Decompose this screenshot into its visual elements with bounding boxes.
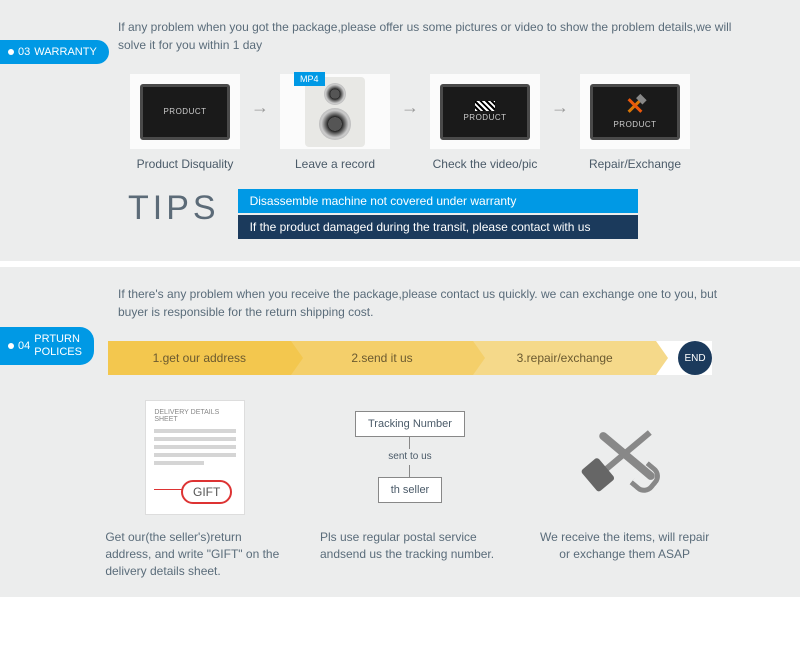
flow-item: PRODUCT Check the video/pic xyxy=(425,74,545,171)
tips-bars: Disassemble machine not covered under wa… xyxy=(238,189,638,239)
tools-icon xyxy=(622,94,648,120)
clapper-icon xyxy=(475,101,495,111)
step-2: 2.send it us xyxy=(291,341,474,375)
flow-caption: Product Disquality xyxy=(137,157,234,171)
product-disquality-img: PRODUCT xyxy=(130,74,240,149)
tools-large-img xyxy=(580,397,670,517)
sheet-title: DELIVERY DETAILS SHEET xyxy=(154,409,236,423)
flow-item: PRODUCT Repair/Exchange xyxy=(575,74,695,171)
step-1: 1.get our address xyxy=(108,341,291,375)
mp4-badge: MP4 xyxy=(294,72,325,86)
arrow-icon: → xyxy=(551,97,569,118)
return-details: DELIVERY DETAILS SHEET GIFT Get our(the … xyxy=(88,397,732,579)
flow-caption: Repair/Exchange xyxy=(589,157,681,171)
returns-intro: If there's any problem when you receive … xyxy=(118,285,732,321)
step-3: 3.repair/exchange xyxy=(473,341,656,375)
returns-tag: 04 PRTURNPOLICES xyxy=(0,327,94,365)
detail-col: Tracking Number sent to us th seller Pls… xyxy=(320,397,500,579)
tip-bar: Disassemble machine not covered under wa… xyxy=(238,189,638,213)
detail-text: Get our(the seller's)return address, and… xyxy=(105,529,285,579)
product-label: PRODUCT xyxy=(463,113,506,122)
tip-bar: If the product damaged during the transi… xyxy=(238,215,638,239)
seller-box: th seller xyxy=(378,477,443,503)
dot-icon xyxy=(8,49,14,55)
tag-number: 03 xyxy=(18,46,30,58)
detail-col: We receive the items, will repair or exc… xyxy=(535,397,715,579)
tracking-box: Tracking Number xyxy=(355,411,465,437)
arrow-icon: → xyxy=(401,97,419,118)
gift-badge: GIFT xyxy=(181,480,232,504)
tracking-diagram: Tracking Number sent to us th seller xyxy=(355,397,465,517)
warranty-intro: If any problem when you got the package,… xyxy=(118,18,732,54)
speaker-icon xyxy=(305,77,365,147)
check-video-img: PRODUCT xyxy=(430,74,540,149)
warranty-tag: 03 WARRANTY xyxy=(0,40,109,64)
flow-item: MP4 Leave a record xyxy=(275,74,395,171)
detail-text: We receive the items, will repair or exc… xyxy=(535,529,715,563)
flow-caption: Leave a record xyxy=(295,157,375,171)
diagram-label: sent to us xyxy=(388,451,431,463)
flow-caption: Check the video/pic xyxy=(433,157,538,171)
warranty-flow: PRODUCT Product Disquality → MP4 Leave a… xyxy=(48,74,772,171)
tools-icon xyxy=(580,412,670,502)
tag-label: WARRANTY xyxy=(34,46,97,58)
tips-row: TIPS Disassemble machine not covered und… xyxy=(128,189,772,239)
product-label: PRODUCT xyxy=(613,120,656,129)
tag-label: PRTURNPOLICES xyxy=(34,333,82,359)
tag-number: 04 xyxy=(18,340,30,353)
arrow-icon: → xyxy=(251,97,269,118)
dot-icon xyxy=(8,343,14,349)
product-label: PRODUCT xyxy=(163,107,206,116)
tips-heading: TIPS xyxy=(128,189,220,239)
leave-record-img: MP4 xyxy=(280,74,390,149)
return-steps: 1.get our address 2.send it us 3.repair/… xyxy=(108,341,712,375)
repair-exchange-img: PRODUCT xyxy=(580,74,690,149)
returns-section: 04 PRTURNPOLICES If there's any problem … xyxy=(0,267,800,597)
warranty-section: 03 WARRANTY If any problem when you got … xyxy=(0,0,800,261)
detail-text: Pls use regular postal service andsend u… xyxy=(320,529,500,563)
delivery-sheet-img: DELIVERY DETAILS SHEET GIFT xyxy=(145,397,245,517)
detail-col: DELIVERY DETAILS SHEET GIFT Get our(the … xyxy=(105,397,285,579)
flow-item: PRODUCT Product Disquality xyxy=(125,74,245,171)
end-badge: END xyxy=(678,341,712,375)
